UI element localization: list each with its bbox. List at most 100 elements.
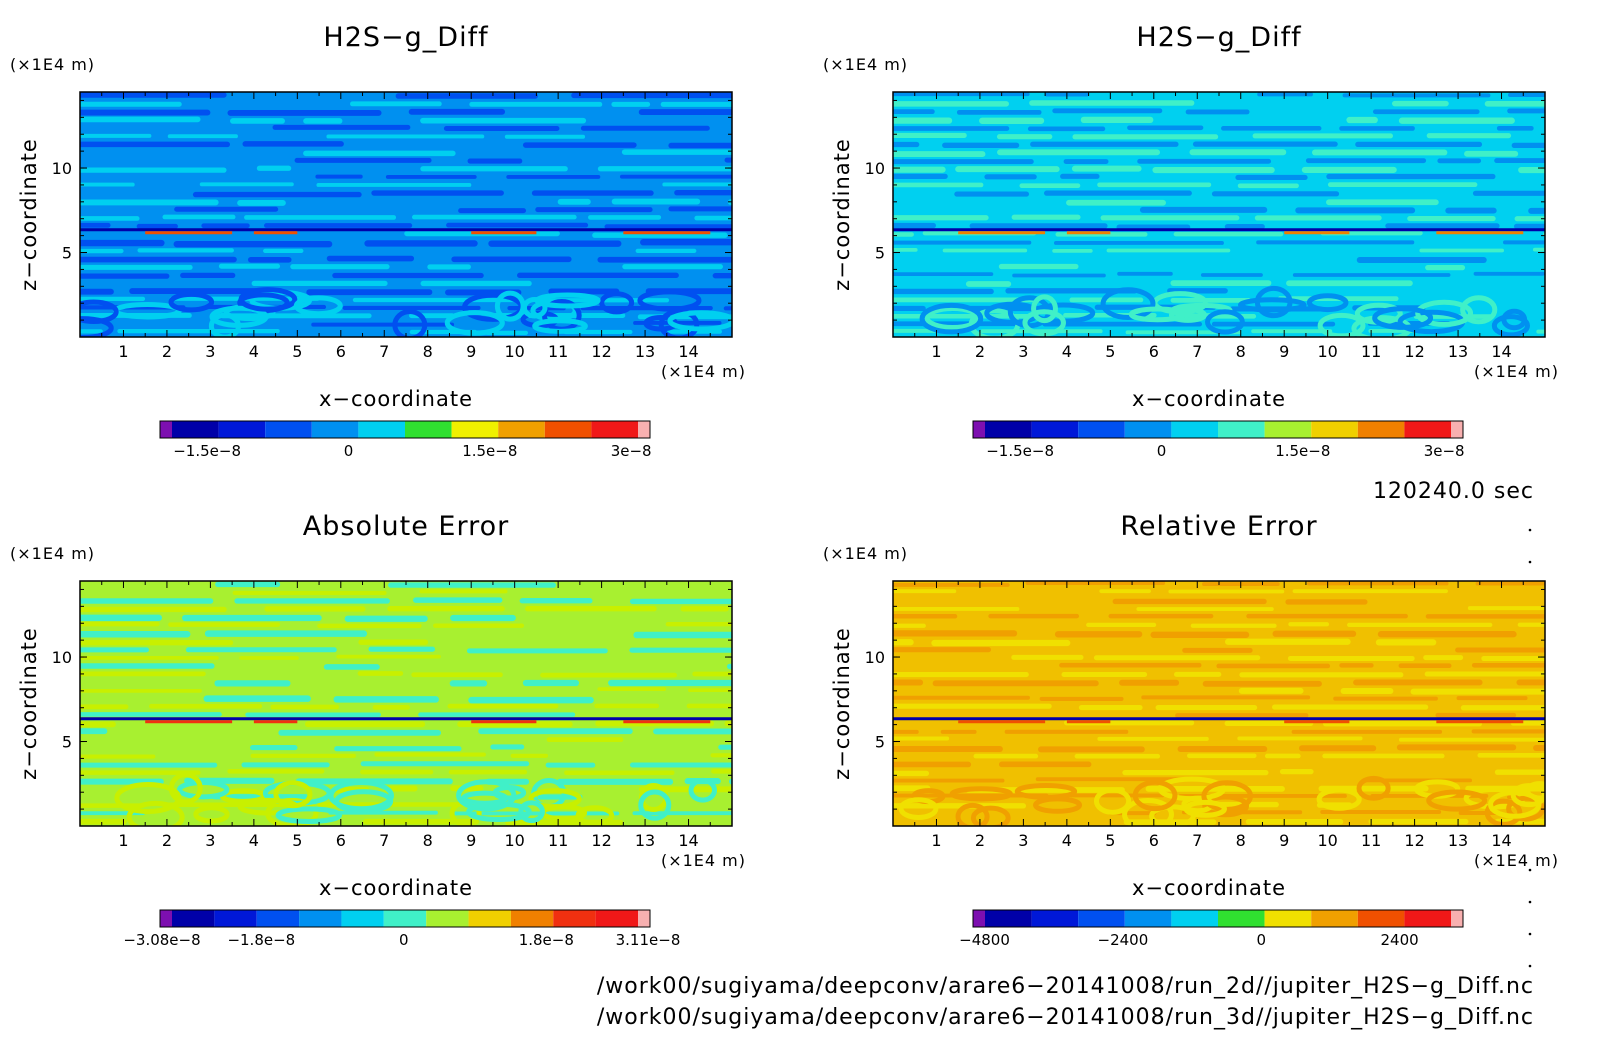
heatmap-band xyxy=(640,239,732,246)
heatmap-band xyxy=(1042,321,1203,327)
heatmap-band xyxy=(332,272,484,279)
heatmap-band xyxy=(1372,109,1480,115)
x-tick-label: 7 xyxy=(379,831,389,850)
heatmap-band xyxy=(1307,581,1449,586)
heatmap-band xyxy=(368,646,436,652)
heatmap-band xyxy=(571,92,732,99)
heatmap-field xyxy=(893,581,1545,826)
heatmap-background xyxy=(893,92,1545,337)
heatmap-band xyxy=(364,240,478,247)
heatmap-band xyxy=(956,109,1042,115)
heatmap-band xyxy=(893,761,972,768)
panel-title: H2S−g_Diff xyxy=(323,22,489,53)
heatmap-band xyxy=(955,166,1060,173)
heatmap-band xyxy=(1467,606,1545,611)
heatmap-band xyxy=(372,705,411,710)
heatmap-band xyxy=(357,671,404,676)
colorbar-tick-label: −4800 xyxy=(959,931,1010,949)
heatmap-band xyxy=(522,142,637,148)
x-tick-label: 4 xyxy=(1062,342,1072,361)
heatmap-band xyxy=(1287,655,1415,661)
colorbar-swatch xyxy=(160,910,172,927)
heatmap-band xyxy=(333,696,439,703)
heatmap-band xyxy=(420,166,568,172)
colorbar-tick-label: −1.5e−8 xyxy=(173,442,241,460)
heatmap-band xyxy=(965,281,1012,287)
heatmap-band xyxy=(1456,696,1528,701)
x-tick-label: 14 xyxy=(1491,831,1511,850)
heatmap-swirl xyxy=(80,316,114,337)
y-tick-label: 5 xyxy=(875,244,885,263)
heatmap-band xyxy=(712,273,732,279)
heatmap-band xyxy=(239,656,299,660)
heatmap-band xyxy=(998,263,1079,270)
colorbar-swatch xyxy=(311,421,359,438)
x-unit-label: (×1E4 m) xyxy=(661,362,746,381)
heatmap-swirl xyxy=(599,291,635,315)
heatmap-band xyxy=(984,174,1037,180)
heatmap-band xyxy=(385,174,477,179)
heatmap-band xyxy=(1004,729,1129,734)
heatmap-band xyxy=(1272,630,1357,637)
heatmap-band xyxy=(688,688,732,693)
heatmap-band xyxy=(1514,216,1545,222)
y-axis-label: z−coordinate xyxy=(830,138,854,291)
heatmap-band xyxy=(1426,133,1512,139)
heatmap-band xyxy=(1513,223,1545,230)
heatmap-band xyxy=(893,182,984,188)
heatmap-band xyxy=(1200,273,1263,277)
heatmap-band xyxy=(180,272,236,278)
heatmap-band xyxy=(80,133,152,138)
heatmap-swirl xyxy=(209,305,269,328)
heatmap-band xyxy=(1063,159,1109,164)
heatmap-band xyxy=(546,737,624,743)
heatmap-band xyxy=(272,124,411,130)
heatmap-band xyxy=(1475,581,1545,586)
heatmap-band xyxy=(80,647,149,653)
x-tick-label: 10 xyxy=(1317,342,1337,361)
heatmap-band xyxy=(80,614,163,621)
x-tick-label: 7 xyxy=(379,342,389,361)
heatmap-band xyxy=(488,240,622,247)
heatmap-band xyxy=(1052,108,1163,114)
heatmap-band xyxy=(167,134,238,139)
heatmap-band xyxy=(478,728,633,735)
x-tick-label: 6 xyxy=(336,831,346,850)
x-tick-label: 9 xyxy=(1279,831,1289,850)
heatmap-band xyxy=(1027,126,1106,132)
heatmap-band xyxy=(1192,141,1338,147)
heatmap-max-layer xyxy=(253,720,298,724)
heatmap-band xyxy=(611,198,701,205)
heatmap-band xyxy=(662,182,732,187)
x-tick-label: 12 xyxy=(591,342,611,361)
x-tick-label: 3 xyxy=(1018,342,1028,361)
x-tick-label: 5 xyxy=(1105,342,1115,361)
colorbar-swatch xyxy=(383,910,427,927)
colorbar-tick-label: 3e−8 xyxy=(611,442,652,460)
heatmap-band xyxy=(80,728,108,735)
heatmap-band xyxy=(468,696,594,704)
heatmap-band xyxy=(203,695,311,702)
colorbar-swatch xyxy=(544,421,592,438)
colorbar-swatch xyxy=(1404,910,1451,927)
heatmap-band xyxy=(1112,598,1267,605)
colorbar-swatch xyxy=(591,421,638,438)
heatmap-band xyxy=(1517,622,1545,627)
heatmap-band xyxy=(893,736,950,741)
heatmap-band xyxy=(80,256,237,263)
heatmap-band xyxy=(1093,655,1261,661)
heatmap-band xyxy=(419,589,508,594)
heatmap-band xyxy=(629,647,732,653)
heatmap-band xyxy=(893,159,1034,165)
heatmap-band xyxy=(893,232,914,237)
x-tick-label: 1 xyxy=(931,342,941,361)
heatmap-band xyxy=(711,769,732,774)
heatmap-band xyxy=(1137,158,1272,164)
heatmap-band xyxy=(1182,647,1253,653)
colorbar-swatch xyxy=(1404,421,1451,438)
heatmap-band xyxy=(1494,158,1545,164)
heatmap-band xyxy=(469,101,603,107)
file-path-2d: /work00/sugiyama/deepconv/arare6−2014100… xyxy=(597,974,1534,999)
heatmap-band xyxy=(450,614,516,622)
heatmap-swirl xyxy=(1254,285,1293,319)
